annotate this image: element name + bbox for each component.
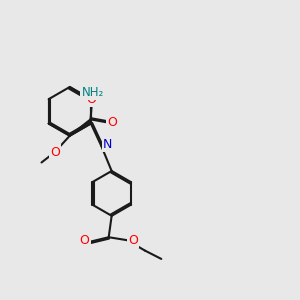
Text: O: O (80, 234, 89, 247)
Text: O: O (107, 116, 117, 129)
Text: N: N (103, 138, 112, 151)
Text: O: O (86, 93, 96, 106)
Text: NH₂: NH₂ (82, 86, 104, 99)
Text: O: O (128, 234, 138, 247)
Text: O: O (50, 146, 60, 159)
